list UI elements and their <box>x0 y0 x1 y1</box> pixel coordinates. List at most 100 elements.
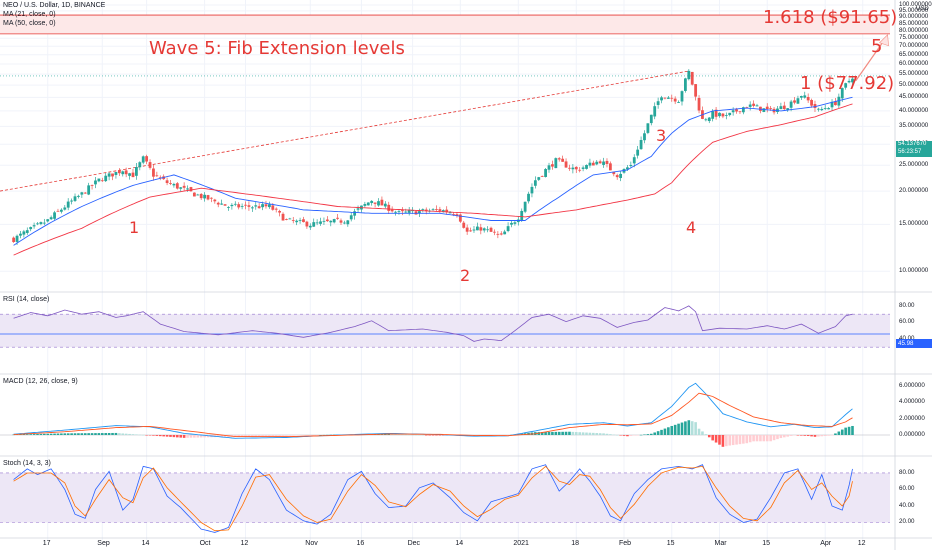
macd-histogram-bar <box>407 434 411 436</box>
candle-body <box>438 209 442 211</box>
candle-body <box>595 161 599 165</box>
candle-body <box>755 105 759 107</box>
candle-body <box>165 180 169 184</box>
price-pane[interactable] <box>0 34 889 256</box>
macd-histogram-bar <box>274 435 278 436</box>
candle-body <box>660 97 663 101</box>
ma50-line <box>13 103 853 256</box>
candle-body <box>152 168 155 177</box>
price-tick-label: 50.000000 <box>899 81 929 89</box>
candle-body <box>59 209 63 212</box>
candle-body <box>612 171 616 175</box>
candle-body <box>134 167 138 176</box>
macd-histogram-bar <box>806 435 810 436</box>
candle-body <box>390 209 394 212</box>
macd-histogram-bar <box>721 435 725 447</box>
candle-body <box>121 171 125 175</box>
macd-histogram-bar <box>776 435 779 440</box>
candle-body <box>827 108 831 110</box>
candle-body <box>353 211 357 216</box>
macd-histogram-bar <box>298 435 302 436</box>
price-tick-label: 35.000000 <box>899 122 929 130</box>
macd-histogram-bar <box>401 434 404 436</box>
macd-histogram-bar <box>547 431 551 435</box>
macd-histogram-bar <box>619 435 622 436</box>
candle-body <box>806 97 810 101</box>
ma21-legend[interactable]: MA (21, close, 0) <box>3 11 56 18</box>
macd-histogram-bar <box>179 435 183 438</box>
candle-body <box>704 119 708 121</box>
macd-histogram-bar <box>251 435 254 437</box>
macd-histogram-bar <box>193 435 196 438</box>
macd-histogram-bar <box>711 435 714 441</box>
candle-body <box>571 167 575 170</box>
candle-body <box>520 210 524 221</box>
macd-histogram-bar <box>840 429 844 435</box>
macd-histogram-bar <box>748 435 752 443</box>
symbol-title[interactable]: NEO / U.S. Dollar, 1D, BINANCE <box>3 2 106 9</box>
candle-body <box>724 115 728 116</box>
candle-body <box>66 201 70 208</box>
macd-histogram-bar <box>639 434 643 436</box>
candle-body <box>302 219 305 223</box>
indicator-bands <box>0 313 890 523</box>
wave-1-label: 1 <box>129 218 140 237</box>
time-tick-label: Apr <box>820 540 832 547</box>
macd-histogram-bar <box>124 433 128 435</box>
candle-body <box>128 173 131 176</box>
macd-histogram-bar <box>554 431 558 435</box>
stoch-title[interactable]: Stoch (14, 3, 3) <box>3 460 51 467</box>
macd-histogram-bar <box>128 433 131 435</box>
macd-histogram-bar <box>240 435 244 437</box>
stoch-tick-label: 80.00 <box>899 468 915 476</box>
candle-body <box>472 229 476 231</box>
macd-histogram-bar <box>602 433 605 435</box>
macd-histogram-bar <box>738 435 742 445</box>
price-tick-label: 65.000000 <box>899 50 929 58</box>
candle-body <box>63 207 67 210</box>
candle-body <box>124 170 128 175</box>
candle-body <box>145 156 149 162</box>
candle-body <box>274 208 278 210</box>
macd-histogram-bar <box>718 435 721 445</box>
macd-histogram-bar <box>90 433 94 435</box>
ma50-legend[interactable]: MA (50, close, 0) <box>3 20 56 27</box>
candle-body <box>46 219 50 222</box>
macd-histogram-bar <box>762 435 766 442</box>
macd-histogram-bar <box>155 435 159 436</box>
macd-pane[interactable] <box>12 382 854 447</box>
macd-histogram-bar <box>609 434 612 435</box>
macd-title[interactable]: MACD (12, 26, close, 9) <box>3 378 78 385</box>
macd-histogram-bar <box>592 432 595 435</box>
candle-body <box>291 220 295 222</box>
macd-histogram-bar <box>302 435 305 436</box>
candle-body <box>182 185 186 188</box>
candle-body <box>107 173 111 177</box>
macd-histogram-bar <box>568 431 571 435</box>
candle-body <box>626 167 629 170</box>
rsi-pane[interactable] <box>13 305 853 342</box>
candle-body <box>653 106 657 117</box>
macd-histogram-bar <box>817 435 820 437</box>
candle-body <box>288 218 292 220</box>
candle-body <box>370 200 374 204</box>
candle-body <box>557 158 561 160</box>
candle-body <box>114 171 118 175</box>
candle-body <box>649 114 653 124</box>
candle-body <box>329 220 333 223</box>
rsi-title[interactable]: RSI (14, close) <box>3 296 50 303</box>
candle-body <box>210 197 213 199</box>
candle-body <box>748 104 752 107</box>
stoch-pane[interactable] <box>13 464 853 533</box>
candle-body <box>131 172 135 178</box>
candle-body <box>29 227 33 230</box>
macd-histogram-bar <box>39 433 43 435</box>
macd-histogram-bar <box>152 435 155 436</box>
candle-body <box>813 104 817 108</box>
macd-histogram-bar <box>810 435 813 437</box>
rsi-tick-label: 80.00 <box>899 301 915 309</box>
price-tick-label: 90.000000 <box>899 13 929 21</box>
candle-body <box>728 112 732 116</box>
candle-body <box>213 199 217 202</box>
candle-body <box>687 70 691 80</box>
